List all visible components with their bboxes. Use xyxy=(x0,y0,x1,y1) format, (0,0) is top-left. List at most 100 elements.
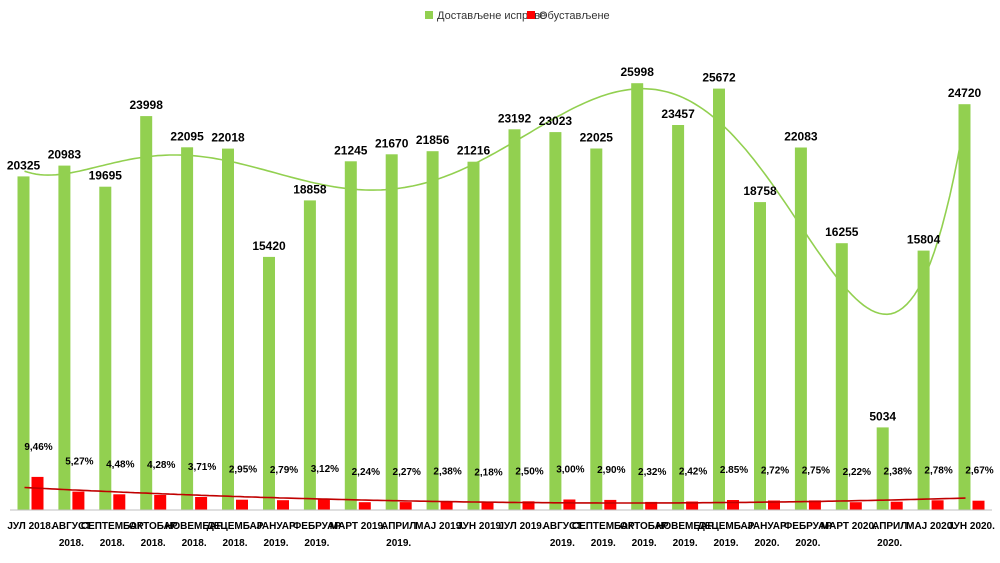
bar-suspended xyxy=(890,501,903,510)
bar-suspended xyxy=(768,500,780,510)
value-label: 18758 xyxy=(743,184,777,198)
bars-delivered xyxy=(17,83,971,511)
percent-label: 9,46% xyxy=(24,442,52,453)
bar-delivered xyxy=(508,129,521,511)
percent-label: 3,71% xyxy=(188,462,216,473)
percent-label: 2,38% xyxy=(433,467,461,478)
value-label: 21245 xyxy=(334,143,368,157)
bar-delivered xyxy=(263,256,275,510)
value-label: 22018 xyxy=(211,131,245,145)
percent-label: 2.85% xyxy=(720,465,748,476)
bar-suspended xyxy=(72,491,85,510)
value-label: 5034 xyxy=(869,409,896,423)
x-tick-label: ЈУЛ 2018. xyxy=(7,521,53,532)
bar-suspended xyxy=(154,495,167,510)
trendline-suspended xyxy=(24,486,966,504)
bar-delivered xyxy=(713,88,725,510)
value-label: 23457 xyxy=(661,107,695,121)
percent-label: 4,28% xyxy=(147,460,175,471)
x-tick-label: ОКТОБАР 2018. xyxy=(129,521,178,549)
pct-labels: 9,46% 5,27% 4,48% 4,28% 3,71% 2,95% 2,79% 3,12%… xyxy=(24,442,993,479)
bar-delivered xyxy=(958,104,971,510)
value-label: 20325 xyxy=(7,158,41,172)
value-label: 21670 xyxy=(375,136,409,150)
bar-delivered xyxy=(631,83,644,510)
percent-label: 2,79% xyxy=(270,465,298,476)
value-label: 19695 xyxy=(89,169,123,183)
bar-delivered xyxy=(549,132,562,510)
bar-suspended xyxy=(604,499,617,510)
x-tick-label: АПРИЛ 2020. xyxy=(872,521,907,549)
bar-suspended xyxy=(113,494,126,510)
value-label: 23192 xyxy=(498,111,532,125)
bar-delivered xyxy=(140,116,153,510)
percent-label: 2,90% xyxy=(597,465,625,476)
x-tick-label: НОВЕМБАР 2019. xyxy=(656,521,714,549)
value-label: 16255 xyxy=(825,225,859,239)
percent-label: 5,27% xyxy=(65,457,93,468)
x-tick-label: АПРИЛ 2019. xyxy=(381,521,416,549)
value-labels: 20325 20983 19695 23998 22095 22018 15420 18858… xyxy=(7,65,982,423)
value-label: 18858 xyxy=(293,182,327,196)
x-tick-label: МАЈ 2020. xyxy=(906,521,955,532)
x-tick-label: ОКТОБАР 2019. xyxy=(620,521,669,549)
bar-suspended xyxy=(277,500,289,510)
bar-suspended xyxy=(849,502,862,510)
trendline-delivered xyxy=(24,87,967,316)
x-tick-label: ЈУН 2019. xyxy=(457,521,504,532)
value-label: 15804 xyxy=(907,233,941,247)
bar-suspended xyxy=(563,499,576,510)
x-tick-label: АВГУСТ 2018. xyxy=(52,521,91,549)
x-axis: ЈУЛ 2018.АВГУСТ 2018.СЕПТЕМБАР 2018.ОКТОБА… xyxy=(7,509,995,549)
percent-label: 2,50% xyxy=(515,466,543,477)
bar-delivered xyxy=(99,186,112,510)
bar-delivered xyxy=(181,147,194,511)
bar-suspended xyxy=(972,500,985,510)
value-label: 25672 xyxy=(702,71,736,85)
percent-label: 3,12% xyxy=(311,464,339,475)
value-label: 24720 xyxy=(948,86,982,100)
percent-label: 2,67% xyxy=(965,466,993,477)
bar-suspended xyxy=(645,501,658,510)
bar-suspended xyxy=(399,502,412,510)
bar-suspended xyxy=(31,476,44,510)
legend-label-delivered: Достављене исправе xyxy=(437,10,546,22)
x-tick-label: ДЕЦЕМБАР 2018. xyxy=(207,521,264,549)
bar-delivered xyxy=(754,202,766,510)
bar-suspended xyxy=(686,501,699,510)
bar-delivered xyxy=(794,147,807,510)
percent-label: 2,24% xyxy=(352,467,380,478)
x-tick-label: ЈАНУАР 2019. xyxy=(256,521,296,549)
x-tick-label: СЕПТЕМБАР 2018. xyxy=(81,521,144,549)
bar-delivered xyxy=(222,148,234,510)
x-tick-label: ФЕБРУАР 2019. xyxy=(293,521,342,549)
value-label: 15420 xyxy=(252,239,286,253)
x-tick-label: ЈУН 2020. xyxy=(948,521,995,532)
value-label: 21856 xyxy=(416,133,450,147)
bar-delivered xyxy=(835,243,848,510)
bar-suspended xyxy=(481,502,494,510)
x-tick-label: ФЕБРУАР 2020. xyxy=(784,521,833,549)
bar-delivered xyxy=(58,165,71,510)
bar-delivered xyxy=(385,154,398,511)
percent-label: 2,27% xyxy=(393,467,421,478)
x-tick-label: ЈУЛ 2019. xyxy=(498,521,544,532)
value-label: 21216 xyxy=(457,144,491,158)
bar-suspended xyxy=(317,499,330,510)
bar-suspended xyxy=(236,499,248,510)
bar-delivered xyxy=(17,176,30,510)
trendlines xyxy=(24,87,967,504)
legend-label-suspended: Обустављене xyxy=(539,10,610,22)
bar-suspended xyxy=(440,501,453,510)
percent-label: 2,22% xyxy=(843,467,871,478)
value-label: 23998 xyxy=(130,98,164,112)
bar-suspended xyxy=(808,500,821,510)
value-label: 22095 xyxy=(170,129,204,143)
value-label: 22083 xyxy=(784,130,818,144)
percent-label: 2,72% xyxy=(761,466,789,477)
bar-delivered xyxy=(672,125,685,510)
value-label: 20983 xyxy=(48,148,82,162)
bar-delivered xyxy=(426,151,439,510)
legend-swatch-suspended xyxy=(527,11,535,19)
x-tick-label: АВГУСТ 2019. xyxy=(543,521,582,549)
